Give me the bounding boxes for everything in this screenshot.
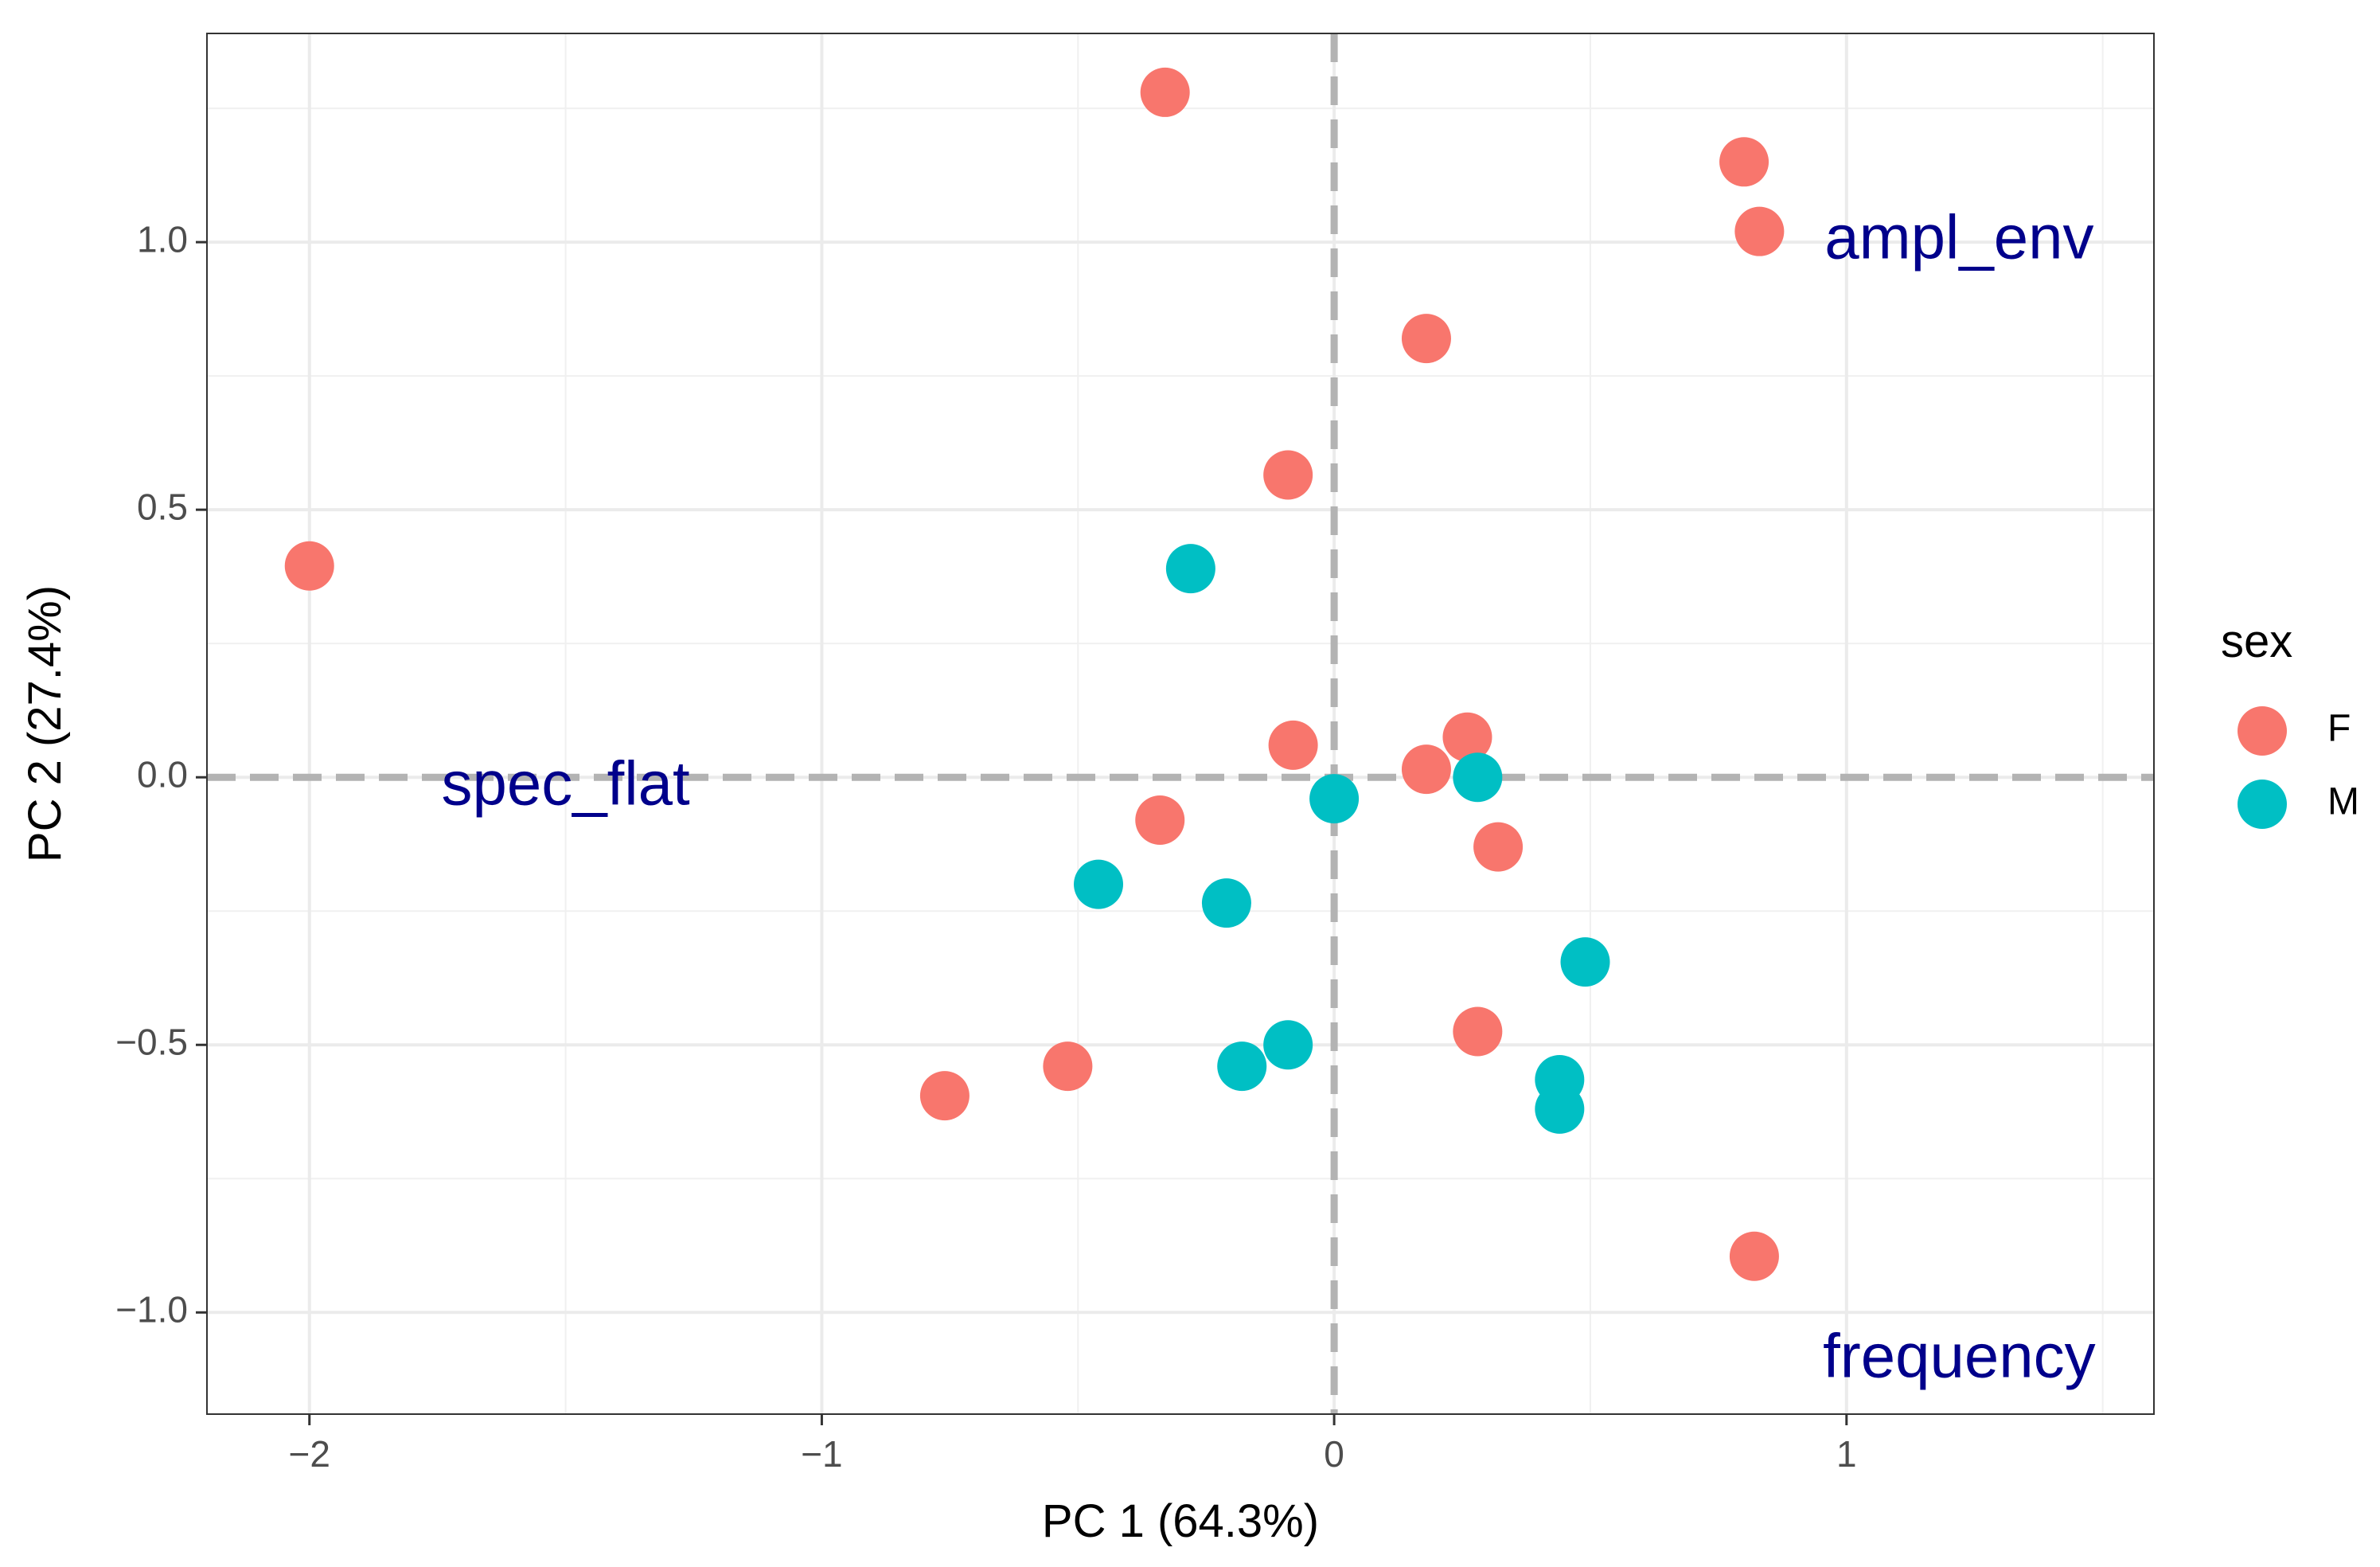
point-F bbox=[1453, 1006, 1503, 1057]
x-axis-ticks: −2 −1 0 1 bbox=[289, 1414, 1857, 1475]
legend-key-F bbox=[2238, 706, 2287, 756]
legend-title: sex bbox=[2221, 615, 2292, 667]
point-F bbox=[284, 541, 334, 591]
x-tick-label: 1 bbox=[1836, 1433, 1857, 1475]
x-axis-title: PC 1 (64.3%) bbox=[1042, 1495, 1319, 1547]
x-tick-label: 0 bbox=[1324, 1433, 1344, 1475]
y-tick-label: 1.0 bbox=[137, 218, 188, 260]
legend-label-F: F bbox=[2327, 708, 2351, 750]
legend-key-M bbox=[2238, 780, 2287, 829]
point-F bbox=[1401, 314, 1451, 364]
point-F bbox=[1263, 450, 1313, 500]
point-M bbox=[1263, 1020, 1313, 1070]
minor-gridlines bbox=[207, 33, 2154, 1414]
y-axis-title: PC 2 (27.4%) bbox=[19, 585, 71, 862]
loading-label-ampl-env: ampl_env bbox=[1824, 202, 2093, 272]
point-F bbox=[1135, 795, 1185, 845]
y-axis-ticks: −1.0 −0.5 0.0 0.5 1.0 bbox=[115, 218, 207, 1330]
point-M bbox=[1074, 859, 1124, 909]
data-points bbox=[284, 67, 1785, 1281]
point-F bbox=[1473, 822, 1524, 872]
point-M bbox=[1165, 544, 1215, 594]
loading-label-spec-flat: spec_flat bbox=[441, 748, 690, 818]
point-M bbox=[1201, 878, 1251, 928]
point-M bbox=[1535, 1084, 1585, 1134]
y-tick-label: 0.5 bbox=[137, 486, 188, 527]
point-F bbox=[1719, 137, 1769, 187]
y-tick-label: −1.0 bbox=[115, 1288, 188, 1330]
y-tick-label: −0.5 bbox=[115, 1021, 188, 1062]
point-F bbox=[1268, 720, 1318, 770]
point-F bbox=[1043, 1041, 1093, 1092]
point-F bbox=[1729, 1231, 1779, 1281]
point-F bbox=[1140, 67, 1190, 117]
plot-panel-border bbox=[206, 33, 2155, 1415]
point-F bbox=[1442, 712, 1492, 762]
x-tick-label: −2 bbox=[289, 1433, 330, 1475]
point-M bbox=[1453, 752, 1503, 803]
point-M bbox=[1309, 774, 1360, 824]
loading-labels: ampl_env spec_flat frequency bbox=[441, 202, 2095, 1391]
point-F bbox=[1734, 206, 1785, 256]
plot-panel-background bbox=[207, 33, 2154, 1414]
loading-label-frequency: frequency bbox=[1823, 1320, 2096, 1390]
point-F bbox=[1401, 744, 1451, 795]
legend: sex FM bbox=[2221, 615, 2359, 829]
point-F bbox=[919, 1071, 970, 1121]
y-tick-label: 0.0 bbox=[137, 753, 188, 795]
x-tick-label: −1 bbox=[801, 1433, 842, 1475]
reference-lines bbox=[207, 33, 2154, 1414]
point-M bbox=[1560, 937, 1610, 987]
point-M bbox=[1217, 1041, 1267, 1092]
legend-label-M: M bbox=[2327, 781, 2359, 823]
